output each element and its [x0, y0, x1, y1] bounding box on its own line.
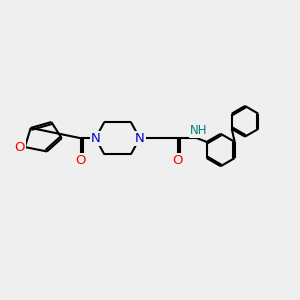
Text: NH: NH	[190, 124, 207, 137]
Text: N: N	[91, 132, 100, 145]
Text: O: O	[173, 154, 183, 167]
Text: O: O	[14, 141, 25, 154]
Text: N: N	[135, 132, 145, 145]
Text: O: O	[76, 154, 86, 167]
